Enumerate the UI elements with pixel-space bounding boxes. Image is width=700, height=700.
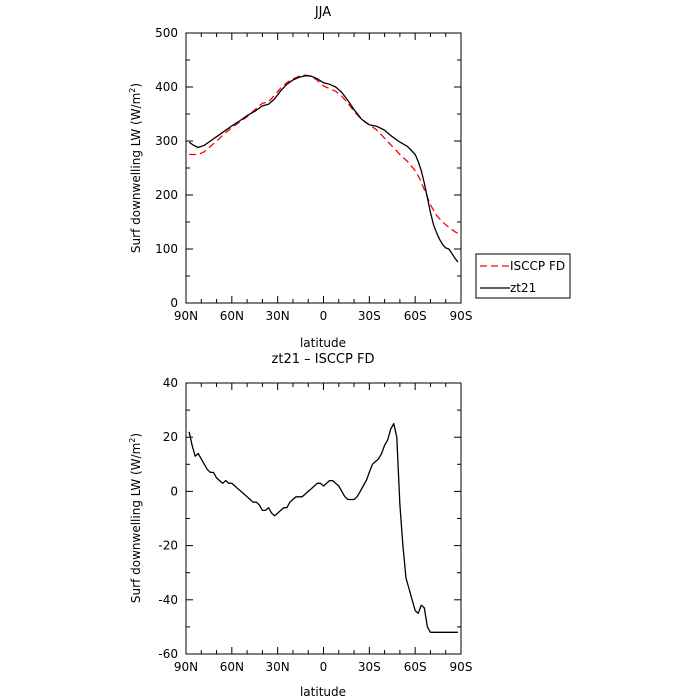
bottom-chart-title: zt21 – ISCCP FD xyxy=(272,352,375,367)
x-tick-label: 30S xyxy=(358,660,381,674)
x-tick-label: 60S xyxy=(404,309,427,323)
x-tick-label: 30S xyxy=(358,309,381,323)
x-tick-label: 90S xyxy=(450,309,473,323)
y-tick-label: -40 xyxy=(158,593,178,607)
bottom-series-lines xyxy=(188,422,458,633)
bottom-y-axis-label-main: Surf downwelling LW (W/m xyxy=(129,443,143,603)
series-line-difference xyxy=(188,422,458,633)
y-tick-label: 0 xyxy=(170,296,178,310)
y-tick-label: 100 xyxy=(155,242,178,256)
bottom-y-axis-label-sup: 2 xyxy=(128,438,137,443)
series-line-isccp-fd xyxy=(189,74,459,234)
top-panel: JJA 90N 60N 30N 0 30S 60S 90S0100200300400500 … xyxy=(128,5,571,350)
y-tick-label: 200 xyxy=(155,188,178,202)
y-tick-label: 40 xyxy=(163,376,178,390)
y-tick-label: 400 xyxy=(155,80,178,94)
bottom-x-axis-label: latitude xyxy=(300,685,346,699)
x-tick-label: 60N xyxy=(220,660,244,674)
top-x-axis-label: latitude xyxy=(300,336,346,350)
legend-label-isccp: ISCCP FD xyxy=(510,259,565,273)
legend-box xyxy=(475,253,571,299)
y-tick-label: 300 xyxy=(155,134,178,148)
bottom-panel: zt21 – ISCCP FD 90N 60N 30N 0 30S 60S 90S -60 -4… xyxy=(128,352,472,699)
top-chart-title: JJA xyxy=(314,5,331,20)
series-line-zt21 xyxy=(188,75,459,263)
top-y-axis-label-sup: 2 xyxy=(128,88,137,93)
x-tick-label: 60S xyxy=(404,660,427,674)
top-y-axis-label-end: ) xyxy=(129,83,143,88)
top-series-lines xyxy=(188,74,459,263)
y-tick-label: -20 xyxy=(158,539,178,553)
top-y-axis-label-main: Surf downwelling LW (W/m xyxy=(129,93,143,253)
bottom-axis-ticks: 90N 60N 30N 0 30S 60S 90S -60 -40 -20 0 20 40 xyxy=(158,376,472,674)
x-tick-label: 90N xyxy=(174,660,198,674)
bottom-y-axis-label: Surf downwelling LW (W/m2) xyxy=(128,433,143,603)
top-axis-ticks: 90N 60N 30N 0 30S 60S 90S 0 100 200 300 400 500 xyxy=(155,26,472,323)
legend-label-zt21: zt21 xyxy=(510,281,536,295)
x-tick-label: 90S xyxy=(450,660,473,674)
top-y-axis-label: Surf downwelling LW (W/m2) xyxy=(128,83,143,253)
x-tick-label: 30N xyxy=(266,660,290,674)
x-tick-label: 0 xyxy=(320,309,328,323)
x-tick-label: 60N xyxy=(220,309,244,323)
y-tick-label: -60 xyxy=(158,647,178,661)
bottom-plot-frame xyxy=(185,382,462,655)
y-tick-label: 0 xyxy=(170,484,178,498)
x-tick-label: 30N xyxy=(266,309,290,323)
y-tick-label: 500 xyxy=(155,26,178,40)
y-tick-label: 20 xyxy=(163,430,178,444)
x-tick-label: 90N xyxy=(174,309,198,323)
x-tick-label: 0 xyxy=(320,660,328,674)
legend: ISCCP FD zt21 xyxy=(475,253,571,299)
bottom-y-axis-label-end: ) xyxy=(129,433,143,438)
